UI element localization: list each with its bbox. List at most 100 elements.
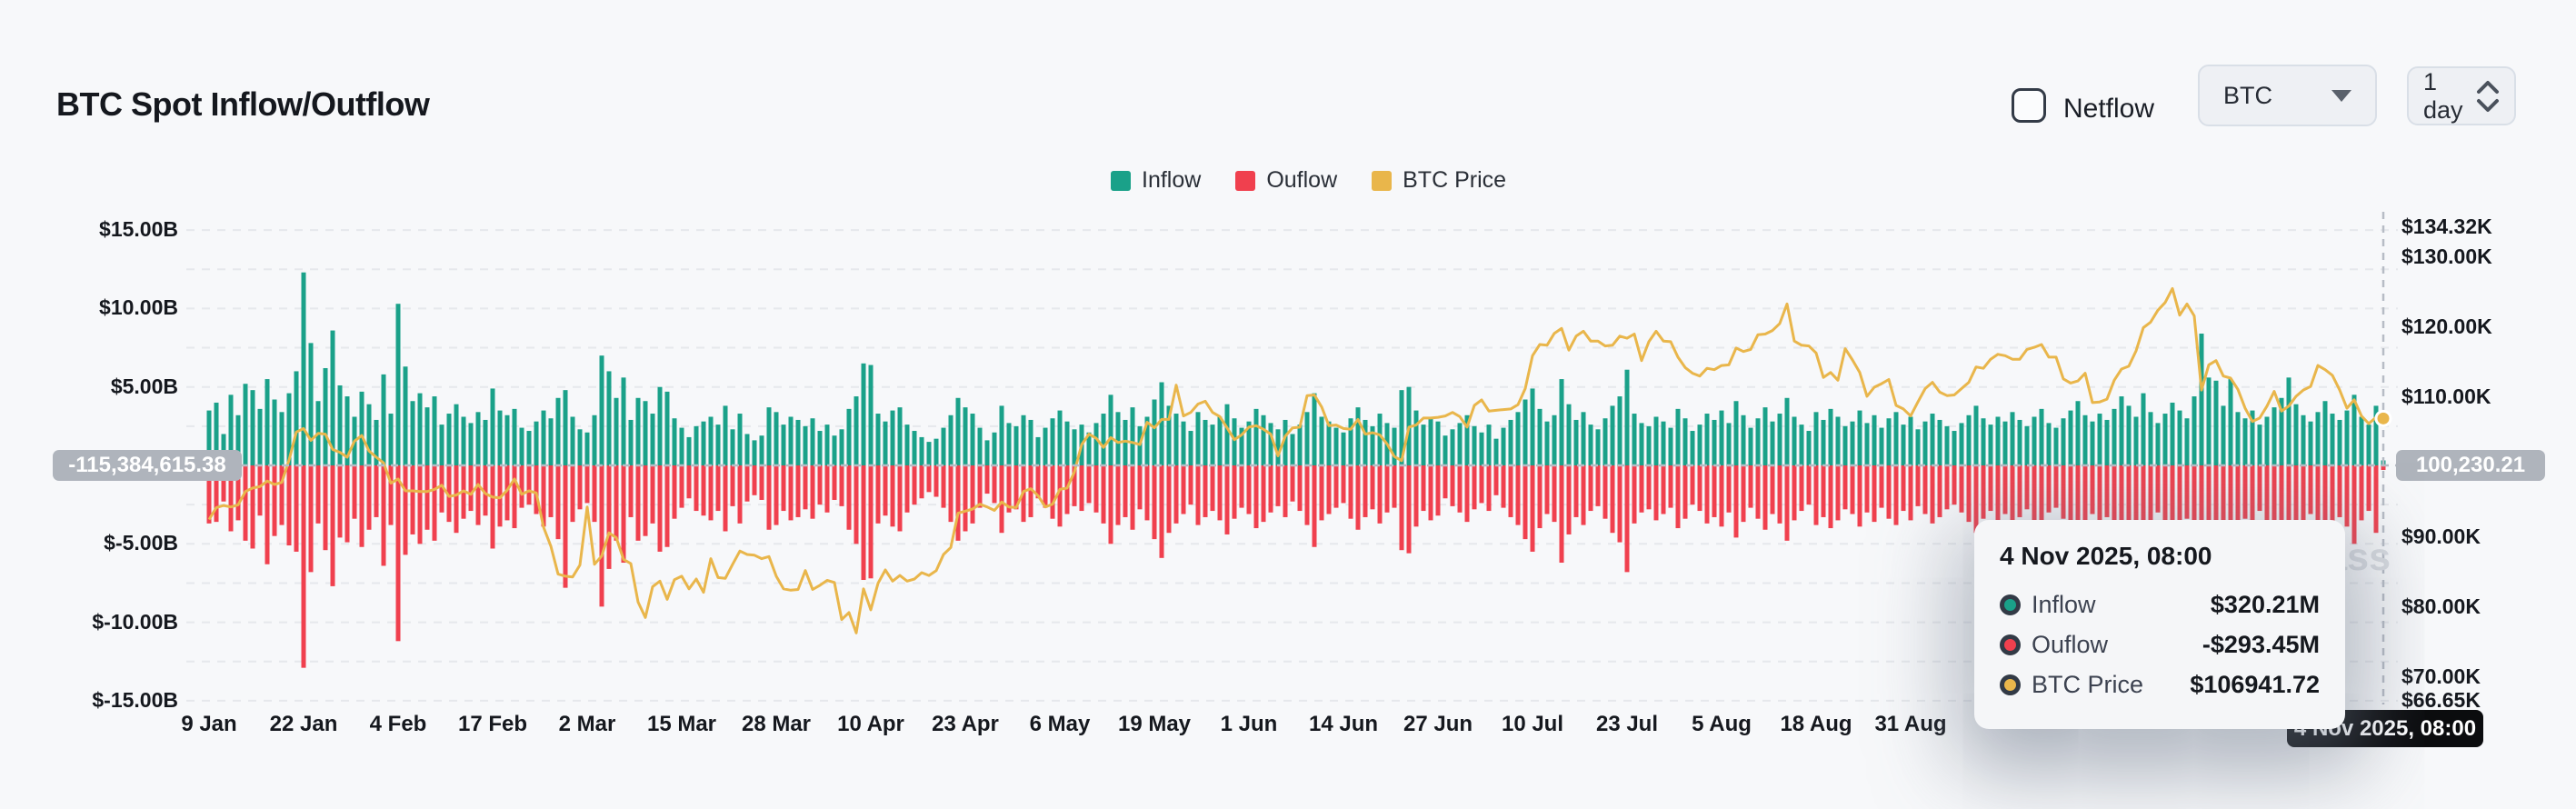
inflow-bar bbox=[1057, 410, 1063, 465]
inflow-bar bbox=[301, 272, 306, 465]
coin-select[interactable]: BTC bbox=[2198, 65, 2377, 126]
outflow-bar bbox=[832, 465, 837, 500]
outflow-bar bbox=[1915, 465, 1921, 506]
inflow-bar bbox=[1399, 390, 1404, 465]
stepper-icons[interactable] bbox=[2476, 80, 2500, 113]
outflow-bar bbox=[883, 465, 888, 516]
inflow-bar bbox=[2155, 423, 2161, 465]
outflow-bar bbox=[1988, 465, 1993, 512]
x-axis-tick: 22 Jan bbox=[269, 712, 338, 736]
inflow-bar bbox=[919, 436, 924, 465]
inflow-bar bbox=[1544, 421, 1550, 465]
outflow-bar bbox=[2308, 465, 2313, 514]
legend-label: Inflow bbox=[1142, 167, 1202, 193]
outflow-bar bbox=[1959, 465, 1964, 513]
crosshair-y-left-badge: -115,384,615.38 bbox=[53, 450, 242, 481]
netflow-checkbox[interactable] bbox=[2012, 88, 2046, 123]
inflow-bar bbox=[1421, 424, 1426, 465]
inflow-bar bbox=[614, 397, 619, 465]
outflow-bar bbox=[934, 465, 939, 497]
inflow-bar bbox=[323, 367, 328, 465]
crosshair-y-right-badge: 100,230.21 bbox=[2396, 450, 2545, 481]
chevron-down-icon bbox=[2477, 98, 2499, 112]
inflow-bar bbox=[1632, 414, 1637, 465]
outflow-bar bbox=[955, 465, 961, 541]
inflow-bar bbox=[1508, 419, 1513, 465]
inflow-bar bbox=[461, 416, 466, 465]
inflow-bar bbox=[1610, 405, 1615, 465]
inflow-bar bbox=[1181, 421, 1186, 465]
outflow-bar bbox=[1319, 465, 1324, 521]
outflow-bar bbox=[2264, 465, 2270, 521]
inflow-bar bbox=[1573, 419, 1579, 465]
legend-item-btc-price[interactable]: BTC Price bbox=[1372, 167, 1506, 194]
inflow-bar bbox=[454, 404, 459, 465]
inflow-bar bbox=[2235, 412, 2241, 465]
legend-item-inflow[interactable]: Inflow bbox=[1111, 167, 1201, 194]
inflow-bar bbox=[1806, 431, 1812, 465]
inflow-bar bbox=[286, 393, 292, 465]
inflow-bar bbox=[657, 386, 663, 465]
outflow-bar bbox=[2250, 465, 2255, 527]
outflow-bar bbox=[1064, 465, 1070, 514]
inflow-bar bbox=[1893, 412, 1899, 465]
inflow-bar bbox=[1973, 405, 1979, 465]
outflow-bar bbox=[1413, 465, 1419, 527]
inflow-bar bbox=[250, 390, 255, 465]
btc-price-line bbox=[207, 286, 2384, 634]
inflow-bar bbox=[272, 399, 277, 465]
inflow-bar bbox=[424, 407, 430, 465]
outflow-bar bbox=[1043, 465, 1048, 508]
inflow-bar bbox=[1799, 424, 1804, 465]
outflow-bar bbox=[395, 465, 401, 642]
inflow-bar bbox=[890, 410, 895, 465]
outflow-bar bbox=[1450, 465, 1455, 506]
outflow-bar bbox=[257, 465, 263, 516]
inflow-bar bbox=[1617, 396, 1622, 465]
outflow-bar bbox=[926, 465, 932, 493]
outflow-bar bbox=[984, 465, 990, 494]
inflow-bar bbox=[1566, 404, 1572, 465]
inflow-bar bbox=[359, 391, 364, 465]
netflow-label[interactable]: Netflow bbox=[2063, 94, 2155, 124]
outflow-bar bbox=[1639, 465, 1644, 513]
inflow-bar bbox=[948, 414, 954, 465]
inflow-bar bbox=[2090, 421, 2095, 465]
outflow-bar bbox=[2104, 465, 2110, 517]
outflow-bar bbox=[875, 465, 881, 524]
outflow-bar bbox=[824, 465, 830, 513]
outflow-bar bbox=[2032, 465, 2037, 521]
page-title: BTC Spot Inflow/Outflow bbox=[56, 85, 430, 123]
interval-select-value: 1 day bbox=[2423, 67, 2463, 124]
outflow-bar bbox=[1762, 465, 1768, 530]
tooltip-row-label: Ouflow bbox=[2032, 631, 2109, 658]
y-axis-tick-left: $10.00B bbox=[99, 295, 178, 320]
outflow-bar bbox=[635, 465, 641, 541]
inflow-bar bbox=[788, 416, 794, 465]
inflow-bar bbox=[1493, 438, 1499, 465]
inflow-bar bbox=[955, 397, 961, 465]
outflow-bar bbox=[1922, 465, 1928, 514]
inflow-bar bbox=[1864, 423, 1870, 465]
inflow-bar bbox=[701, 421, 706, 465]
outflow-bar bbox=[941, 465, 946, 508]
outflow-bar bbox=[2293, 465, 2299, 534]
inflow-bar bbox=[672, 418, 677, 465]
inflow-bar bbox=[2344, 410, 2350, 465]
interval-select[interactable]: 1 day bbox=[2407, 66, 2516, 125]
inflow-bar bbox=[904, 424, 910, 465]
outflow-bar bbox=[1130, 465, 1135, 530]
inflow-bar bbox=[1377, 414, 1383, 465]
outflow-bar bbox=[432, 465, 437, 541]
inflow-bar bbox=[1784, 397, 1790, 465]
inflow-bar bbox=[1290, 434, 1295, 465]
outflow-bar bbox=[766, 465, 772, 530]
inflow-bar bbox=[1217, 416, 1223, 465]
y-axis-tick-left: $-10.00B bbox=[92, 609, 178, 634]
outflow-bar bbox=[2206, 465, 2212, 562]
outflow-bar bbox=[1137, 465, 1143, 510]
outflow-bar bbox=[2148, 465, 2153, 525]
legend-item-ouflow[interactable]: Ouflow bbox=[1235, 167, 1337, 194]
outflow-bar bbox=[344, 465, 350, 543]
